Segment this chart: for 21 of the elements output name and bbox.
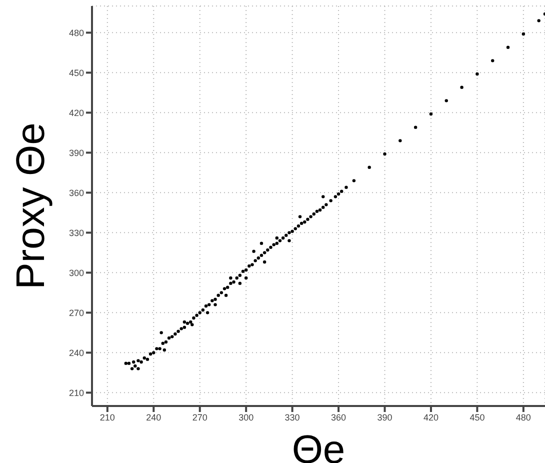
y-tick-label: 210 bbox=[68, 388, 84, 398]
y-tick-label: 480 bbox=[68, 28, 84, 38]
x-tick-label: 210 bbox=[100, 412, 115, 422]
y-tick-label: 240 bbox=[68, 348, 84, 358]
x-tick-label: 240 bbox=[146, 412, 162, 422]
x-tick-label: 480 bbox=[516, 412, 531, 422]
x-tick-label: 330 bbox=[284, 412, 300, 422]
y-tick-label: 360 bbox=[68, 188, 84, 198]
x-tick-label: 450 bbox=[470, 412, 485, 422]
x-tick-label: 270 bbox=[192, 412, 208, 422]
y-tick-label: 270 bbox=[68, 308, 84, 318]
y-tick-label: 300 bbox=[68, 268, 84, 278]
y-tick-label: 420 bbox=[68, 108, 84, 118]
x-tick-label: 300 bbox=[238, 412, 254, 422]
y-tick-label: 330 bbox=[68, 228, 84, 238]
x-tick-label: 390 bbox=[377, 412, 392, 422]
y-tick-label: 390 bbox=[68, 148, 84, 158]
x-tick-label: 360 bbox=[331, 412, 346, 422]
y-axis-title: Proxy Θe bbox=[9, 122, 54, 290]
x-tick-label: 420 bbox=[423, 412, 438, 422]
y-tick-label: 450 bbox=[68, 68, 84, 78]
